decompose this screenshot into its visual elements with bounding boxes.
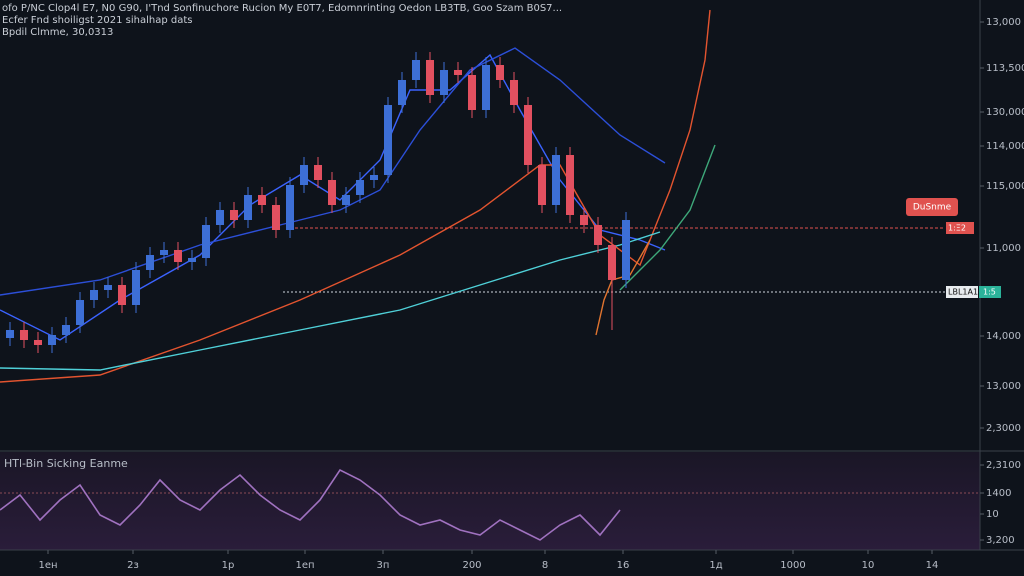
- header-line: ofo P/NC Clop4l E7, N0 G90, I'Tnd Sonfin…: [2, 3, 562, 14]
- candle-body: [356, 180, 364, 195]
- y-tick-label: 130,000: [986, 107, 1024, 118]
- candle-body: [524, 105, 532, 165]
- header-line: Ecfer Fnd shoiligst 2021 sihalhap dats: [2, 15, 193, 26]
- candle-body: [580, 215, 588, 225]
- candle-body: [216, 210, 224, 225]
- candle-body: [20, 330, 28, 340]
- candle-body: [314, 165, 322, 180]
- y-tick-label: 14,000: [986, 331, 1021, 342]
- x-tick-label: 1ен: [38, 560, 57, 571]
- candle-body: [34, 340, 42, 345]
- x-tick-label: 10: [862, 560, 875, 571]
- candle-body: [398, 80, 406, 105]
- candle-body: [202, 225, 210, 258]
- x-tick-label: 3п: [377, 560, 390, 571]
- y2-tick-label: 2,3100: [986, 460, 1021, 471]
- y-tick-label: 2,3000: [986, 423, 1021, 434]
- x-tick-label: 1еп: [295, 560, 314, 571]
- level-flag-box: [906, 198, 958, 216]
- moving-average: [619, 144, 716, 291]
- candle-body: [300, 165, 308, 185]
- x-tick-label: 200: [462, 560, 481, 571]
- level-label: LBL1A1: [948, 288, 978, 297]
- y2-tick-label: 3,200: [986, 535, 1015, 546]
- candle-body: [412, 60, 420, 80]
- candle-body: [496, 65, 504, 80]
- candle-body: [622, 220, 630, 280]
- candle-body: [608, 245, 616, 280]
- candle-body: [48, 335, 56, 345]
- candle-body: [594, 225, 602, 245]
- x-tick-label: 1р: [222, 560, 235, 571]
- candle-body: [384, 105, 392, 175]
- y2-tick-label: 10: [986, 509, 999, 520]
- candle-body: [272, 205, 280, 230]
- candle-body: [76, 300, 84, 325]
- level-label-box: [946, 222, 974, 234]
- candle-body: [538, 165, 546, 205]
- x-tick-label: 1д: [709, 560, 722, 571]
- x-tick-label: 1000: [780, 560, 805, 571]
- candle-body: [510, 80, 518, 105]
- candle-body: [286, 185, 294, 230]
- candle-body: [440, 70, 448, 95]
- candle-body: [188, 258, 196, 262]
- candle-body: [174, 250, 182, 262]
- candle-body: [118, 285, 126, 305]
- candle-body: [160, 250, 168, 255]
- candle-body: [482, 65, 490, 110]
- candle-body: [328, 180, 336, 205]
- header-line: Bpdil Clmme, 30,0313: [2, 27, 113, 38]
- candle-body: [62, 325, 70, 335]
- x-tick-label: 8: [542, 560, 548, 571]
- candle-body: [454, 70, 462, 75]
- x-tick-label: 2з: [127, 560, 139, 571]
- rsi-pane: [0, 452, 980, 550]
- y-tick-label: 113,500: [986, 63, 1024, 74]
- x-tick-label: 16: [617, 560, 630, 571]
- candle-body: [426, 60, 434, 95]
- candle-body: [90, 290, 98, 300]
- candle-body: [6, 330, 14, 338]
- candle-body: [566, 155, 574, 215]
- y-tick-label: 13,000: [986, 381, 1021, 392]
- y2-tick-label: 1400: [986, 488, 1011, 499]
- candle-body: [370, 175, 378, 180]
- candle-body: [230, 210, 238, 220]
- candle-body: [342, 195, 350, 205]
- candle-body: [258, 195, 266, 205]
- y-tick-label: 114,000: [986, 141, 1024, 152]
- candle-body: [104, 285, 112, 290]
- level-tag: 1:5: [983, 288, 996, 297]
- candle-body: [132, 270, 140, 305]
- rsi-title: HTl-Bin Sicking Eanme: [4, 457, 128, 470]
- candle-body: [146, 255, 154, 270]
- moving-average: [0, 9, 711, 383]
- level-flag: DuSnme: [913, 203, 952, 213]
- rsi-line: [0, 468, 621, 541]
- level-label: 1:Ξ2: [948, 224, 966, 233]
- moving-average: [0, 231, 661, 371]
- y-tick-label: 11,000: [986, 243, 1021, 254]
- y-tick-label: 13,000: [986, 17, 1021, 28]
- level-tag-box: [979, 286, 1001, 298]
- moving-average: [0, 53, 666, 341]
- level-label-box: [946, 286, 978, 298]
- candle-body: [468, 75, 476, 110]
- candle-body: [552, 155, 560, 205]
- y-tick-label: 115,000: [986, 181, 1024, 192]
- candle-body: [244, 195, 252, 220]
- moving-average: [0, 47, 666, 296]
- x-tick-label: 14: [926, 560, 939, 571]
